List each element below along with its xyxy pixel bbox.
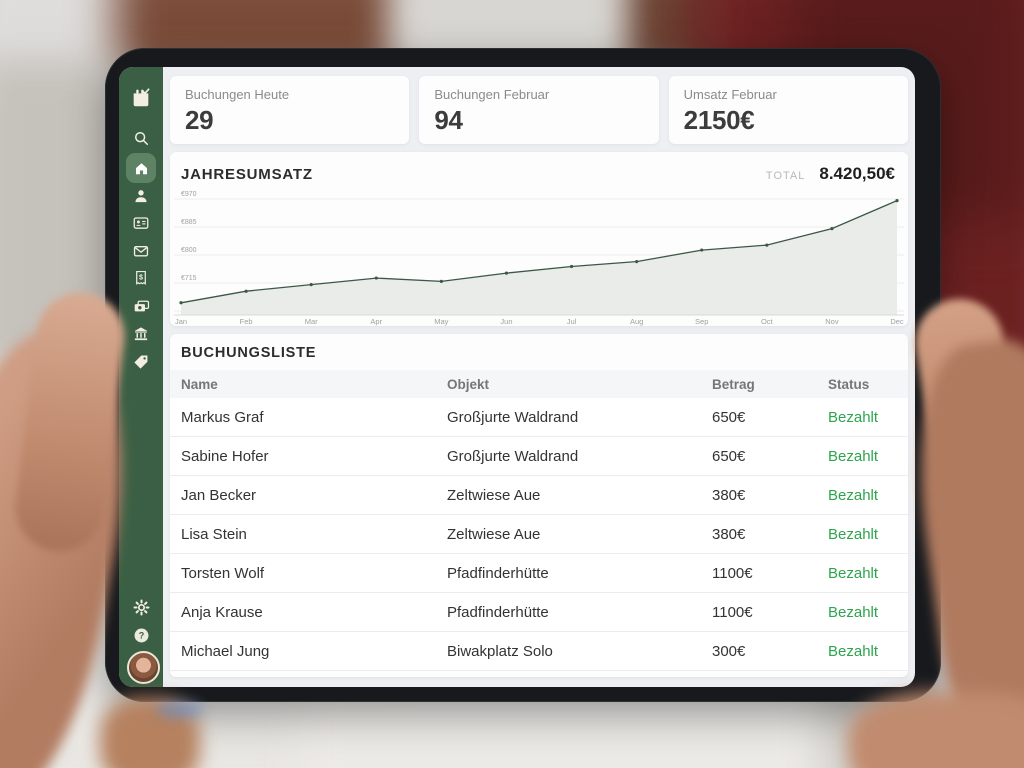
table-row[interactable]: Anja Krause Pfadfinderhütte 1100€ Bezahlt [170,592,908,632]
svg-text:Jul: Jul [567,317,577,326]
area-chart: €970€885€800€715€630JanFebMarAprMayJunJu… [174,191,904,326]
stat-value: 29 [185,105,214,135]
booking-table: Name Objekt Betrag Status Markus Graf Gro… [170,370,908,671]
cell-objekt: Großjurte Waldrand [436,436,701,476]
cell-name: Anja Krause [170,592,436,632]
cell-betrag: 380€ [701,475,817,515]
mail-icon[interactable] [119,242,163,260]
svg-text:Sep: Sep [695,317,708,326]
stat-label: Buchungen Februar [434,87,550,102]
chart-total-value: 8.420,50€ [819,164,895,183]
svg-text:Apr: Apr [370,317,382,326]
stat-value: 94 [434,105,463,135]
table-title: BUCHUNGSLISTE [181,345,317,361]
chart-title: JAHRESUMSATZ [181,166,313,183]
booking-table-body: Markus Graf Großjurte Waldrand 650€ Bezahlt… [170,398,908,671]
column-header-status: Status [817,370,908,398]
cell-betrag: 650€ [701,436,817,476]
chart-total-label: TOTAL [765,170,806,182]
cell-name: Michael Jung [170,631,436,671]
svg-text:Feb: Feb [240,317,253,326]
search-icon[interactable] [119,129,163,148]
stat-value: 2150€ [683,105,755,135]
svg-text:€970: €970 [181,191,197,198]
table-row[interactable]: Lisa Stein Zeltwiese Aue 380€ Bezahlt [170,514,908,554]
main-content: Buchungen Heute 29 Buchungen Februar 94 … [163,67,915,687]
svg-text:Jun: Jun [500,317,512,326]
stat-label: Buchungen Heute [185,87,290,102]
cell-status: Bezahlt [817,398,908,437]
cell-name: Torsten Wolf [170,553,436,593]
svg-text:?: ? [138,631,144,641]
cell-objekt: Pfadfinderhütte [436,553,701,593]
annual-revenue-chart-card: JAHRESUMSATZ TOTAL 8.420,50€ €970 €885 €80… [170,152,908,326]
svg-text:Aug: Aug [630,317,643,326]
right-hand-bottom [848,692,1024,768]
stat-card-bookings-today: Buchungen Heute 29 [170,76,410,144]
table-row[interactable]: Jan Becker Zeltwiese Aue 380€ Bezahlt [170,475,908,515]
cell-status: Bezahlt [817,631,908,671]
column-header-name: Name [170,370,436,398]
table-header: Name Objekt Betrag Status [170,370,908,398]
booking-list-card: BUCHUNGSLISTE Name Objekt Betrag Status … [170,334,908,677]
stat-card-bookings-february: Buchungen Februar 94 [419,76,659,144]
column-header-objekt: Objekt [436,370,701,398]
tag-icon[interactable] [119,353,163,371]
invoice-icon[interactable]: $ [119,269,163,287]
cell-objekt: Zeltwiese Aue [436,475,701,515]
cell-betrag: 300€ [701,631,817,671]
cell-objekt: Großjurte Waldrand [436,398,701,437]
cell-status: Bezahlt [817,475,908,515]
avatar[interactable] [127,651,160,684]
reflection-smudge [156,702,204,718]
svg-text:Nov: Nov [825,317,839,326]
gear-icon[interactable] [119,598,163,617]
svg-text:Mar: Mar [305,317,318,326]
svg-text:€885: €885 [181,219,197,226]
cell-name: Sabine Hofer [170,436,436,476]
cell-status: Bezahlt [817,592,908,632]
cell-status: Bezahlt [817,436,908,476]
cell-betrag: 1100€ [701,553,817,593]
sidebar: $ [119,67,163,687]
cell-status: Bezahlt [817,553,908,593]
cell-objekt: Biwakplatz Solo [436,631,701,671]
stat-label: Umsatz Februar [683,87,777,102]
cell-betrag: 1100€ [701,592,817,632]
svg-text:Jan: Jan [175,317,187,326]
svg-text:May: May [434,317,448,326]
payments-icon[interactable] [119,297,163,316]
app-screen: $ [119,67,915,687]
calendar-check-icon[interactable] [119,87,163,109]
table-row[interactable]: Sabine Hofer Großjurte Waldrand 650€ Bezahl… [170,436,908,476]
cell-name: Lisa Stein [170,514,436,554]
svg-text:$: $ [139,273,143,281]
home-icon[interactable] [126,153,156,183]
cell-objekt: Pfadfinderhütte [436,592,701,632]
stat-card-revenue-february: Umsatz Februar 2150€ [668,76,908,144]
cell-betrag: 650€ [701,398,817,437]
table-row[interactable]: Torsten Wolf Pfadfinderhütte 1100€ Bezahlt [170,553,908,593]
column-header-betrag: Betrag [701,370,817,398]
help-icon[interactable]: ? [119,626,163,645]
cell-name: Jan Becker [170,475,436,515]
chart-header: JAHRESUMSATZ TOTAL 8.420,50€ [170,152,908,184]
cell-status: Bezahlt [817,514,908,554]
cell-betrag: 380€ [701,514,817,554]
svg-text:Oct: Oct [761,317,774,326]
tablet-device: $ [105,48,941,702]
contact-card-icon[interactable] [119,214,163,232]
table-row[interactable]: Michael Jung Biwakplatz Solo 300€ Bezahlt [170,631,908,671]
svg-text:€800: €800 [181,247,197,254]
table-row[interactable]: Markus Graf Großjurte Waldrand 650€ Bezahlt [170,398,908,437]
svg-text:€715: €715 [181,275,197,282]
bank-icon[interactable] [119,325,163,343]
cell-objekt: Zeltwiese Aue [436,514,701,554]
cell-name: Markus Graf [170,398,436,437]
person-icon[interactable] [119,187,163,205]
stats-cards-row: Buchungen Heute 29 Buchungen Februar 94 … [170,76,908,144]
svg-text:Dec: Dec [890,317,904,326]
